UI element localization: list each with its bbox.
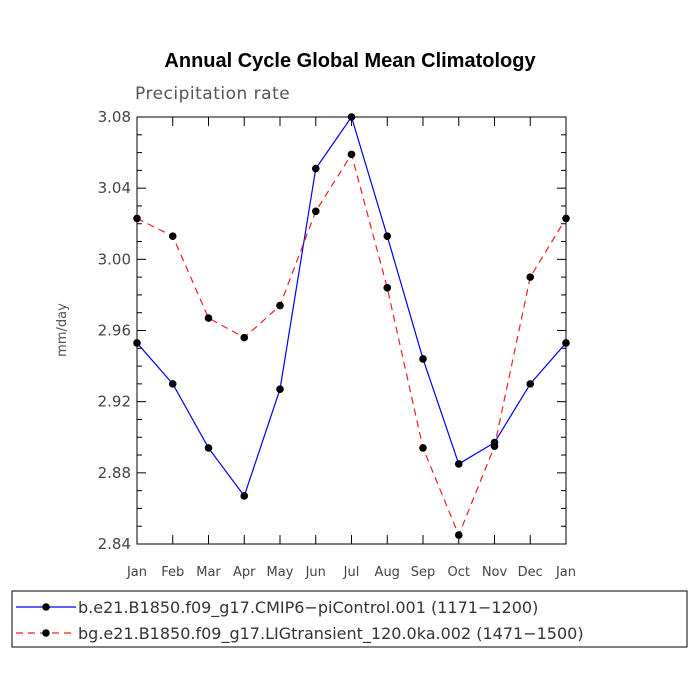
series-1-point <box>454 460 463 468</box>
series-1-point <box>311 164 320 173</box>
series-2-point <box>168 232 177 241</box>
y-axis-title: mm/day <box>55 303 70 357</box>
series-1-point <box>526 380 535 388</box>
legend-label-1: b.e21.B1850.f09_g17.CMIP6−piControl.001 … <box>78 598 538 618</box>
x-tick-label: Aug <box>375 565 400 580</box>
x-tick-label: Apr <box>233 565 256 580</box>
series-1-point <box>419 355 427 363</box>
series-2-point <box>347 150 356 159</box>
y-tick-label: 3.04 <box>98 179 131 197</box>
series-1-point <box>168 380 177 388</box>
x-tick-labels: Jan Feb Mar Apr May Jun Jul Aug Sep Oct Nov Dec Jan <box>126 565 576 580</box>
x-tick-label: Dec <box>518 565 543 580</box>
series-2-point <box>133 214 141 223</box>
series-2-point <box>490 442 499 450</box>
x-tick-label: May <box>267 565 294 580</box>
y-tick-label: 3.08 <box>98 108 131 126</box>
series-1-point <box>383 232 392 241</box>
x-tick-label: Jul <box>343 565 360 580</box>
legend-marker-1 <box>42 603 50 611</box>
y-tick-labels: 2.84 2.88 2.92 2.96 3.00 3.04 3.08 <box>98 108 131 553</box>
x-tick-label: Jan <box>555 565 576 580</box>
series-2-point <box>419 444 427 452</box>
chart-title: Annual Cycle Global Mean Climatology <box>164 50 536 72</box>
legend-box <box>11 590 688 648</box>
chart-subtitle: Precipitation rate <box>135 84 290 104</box>
y-tick-label: 2.88 <box>98 464 131 482</box>
series-2-point <box>240 333 249 342</box>
x-tick-label: Jun <box>305 565 326 580</box>
series-1-point <box>240 492 249 500</box>
axis-ticks <box>136 116 567 545</box>
series-2-point <box>383 284 392 292</box>
series-1-point <box>276 385 284 394</box>
series-line-2 <box>136 152 567 537</box>
x-tick-label: Nov <box>482 565 508 580</box>
series-2-point <box>276 301 284 310</box>
y-tick-label: 2.84 <box>98 535 131 553</box>
series-2-point <box>526 273 535 281</box>
series-layer <box>133 113 570 539</box>
series-1-point <box>562 339 570 347</box>
series-1-point <box>133 339 141 347</box>
legend-marker-2 <box>42 629 50 637</box>
series-2-point <box>311 207 320 216</box>
x-tick-label: Jan <box>126 565 147 580</box>
y-tick-label: 2.92 <box>98 393 131 411</box>
series-2-point <box>562 214 570 223</box>
y-tick-label: 2.96 <box>98 322 131 340</box>
legend-label-2: bg.e21.B1850.f09_g17.LIGtransient_120.0k… <box>78 624 584 644</box>
x-tick-label: Sep <box>411 565 436 580</box>
series-2-point <box>454 531 463 539</box>
series-1-point <box>204 444 213 452</box>
series-1-point <box>347 113 356 121</box>
x-tick-label: Feb <box>161 565 184 580</box>
series-line-1 <box>136 115 567 498</box>
x-tick-label: Oct <box>448 565 470 580</box>
y-tick-label: 3.00 <box>98 250 131 268</box>
legend: b.e21.B1850.f09_g17.CMIP6−piControl.001 … <box>16 598 584 644</box>
x-tick-label: Mar <box>196 565 221 580</box>
plot-frame <box>136 116 567 545</box>
series-2-point <box>204 314 213 322</box>
